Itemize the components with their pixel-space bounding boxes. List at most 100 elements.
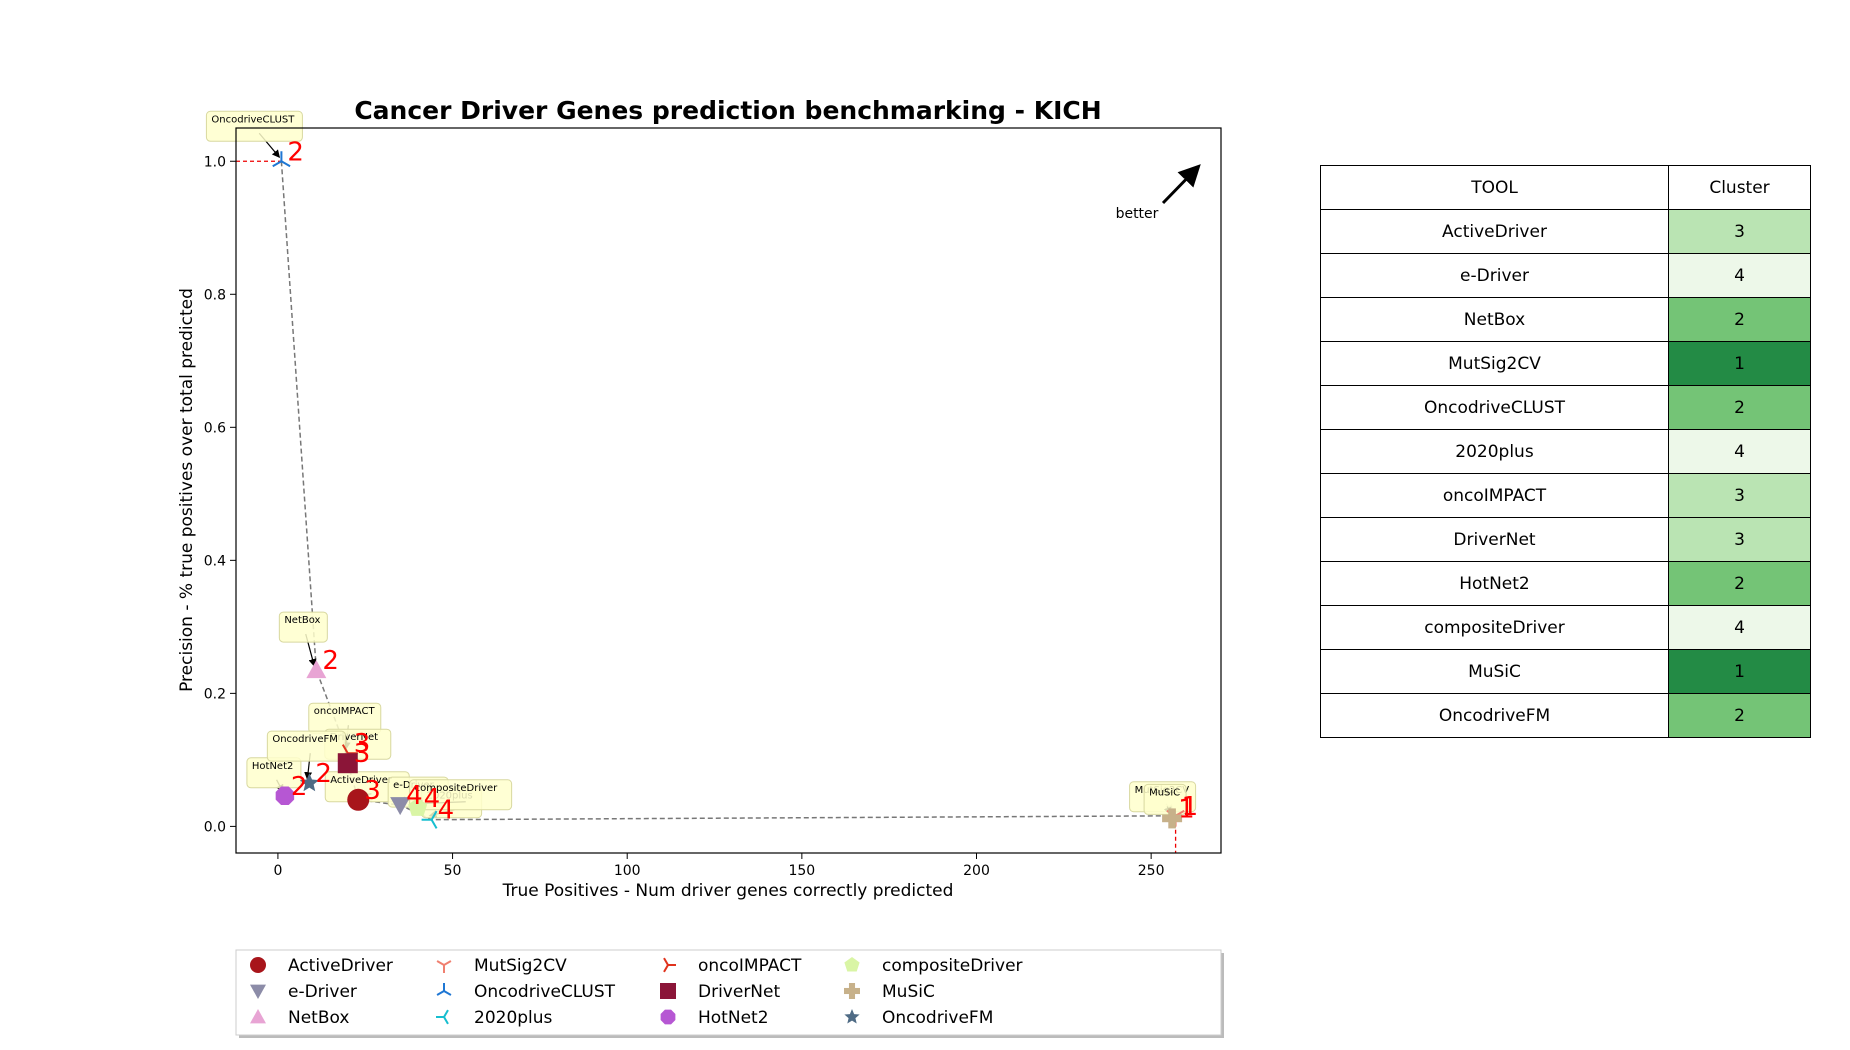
legend-marker-music xyxy=(844,983,860,999)
legend-label: MuSiC xyxy=(882,982,935,1002)
table-cell-tool: OncodriveFM xyxy=(1320,693,1669,738)
legend-item-hotnet2: HotNet2 xyxy=(660,1008,769,1028)
cluster-label-netbox: 2 xyxy=(322,646,339,676)
point-activedriver xyxy=(347,788,370,811)
y-tick-label: 1.0 xyxy=(204,154,226,170)
legend-box xyxy=(235,949,1222,1036)
legend-label: OncodriveFM xyxy=(882,1008,993,1028)
annotation-label: OncodriveFM xyxy=(272,734,338,745)
legend-label: 2020plus xyxy=(474,1008,553,1028)
legend-label: compositeDriver xyxy=(882,956,1023,976)
table-row: HotNet2 2 xyxy=(1320,561,1811,606)
cluster-label-2020plus: 4 xyxy=(438,796,455,826)
legend-item-activedriver: ActiveDriver xyxy=(250,956,393,976)
table-cell-cluster: 1 xyxy=(1668,341,1811,386)
legend-item-netbox: NetBox xyxy=(250,1008,349,1028)
annotation-label: compositeDriver xyxy=(415,783,499,794)
legend-label: ActiveDriver xyxy=(288,956,393,976)
legend-item-music: MuSiC xyxy=(844,982,935,1002)
legend-marker-2020plus xyxy=(436,1009,449,1025)
table-row: 2020plus 4 xyxy=(1320,429,1811,474)
annotation-label: DriverNet xyxy=(330,732,378,743)
cluster-label-oncoimpact: 3 xyxy=(354,729,371,759)
table-header-tool: TOOL xyxy=(1320,165,1669,210)
legend-item-oncoimpact: oncoIMPACT xyxy=(663,956,802,976)
table-row: MuSiC 1 xyxy=(1320,649,1811,694)
table-row: NetBox 2 xyxy=(1320,297,1811,342)
x-tick-label: 50 xyxy=(444,863,462,879)
annotation-label: oncoIMPACT xyxy=(314,706,376,717)
table-cell-tool: NetBox xyxy=(1320,297,1669,342)
legend-marker-oncodrivefm xyxy=(844,1009,860,1024)
point-hotnet2 xyxy=(275,786,295,806)
table-cell-cluster: 4 xyxy=(1668,429,1811,474)
point-compositedriver xyxy=(408,797,428,816)
table-cell-cluster: 3 xyxy=(1668,209,1811,254)
table-cell-cluster: 4 xyxy=(1668,253,1811,298)
table-row: ActiveDriver 3 xyxy=(1320,209,1811,254)
point-drivernet xyxy=(337,753,358,774)
legend-marker-netbox xyxy=(250,1009,266,1024)
annotation-layer: ActiveDrivere-DriverNetBoxMutSig2CVOncod… xyxy=(205,110,1197,819)
table-cell-cluster: 3 xyxy=(1668,473,1811,518)
y-tick-label: 0.0 xyxy=(204,819,226,835)
legend-marker-activedriver xyxy=(250,957,266,973)
legend-item-mutsig2cv: MutSig2CV xyxy=(436,956,567,976)
table-row: compositeDriver 4 xyxy=(1320,605,1811,650)
table-row: DriverNet 3 xyxy=(1320,517,1811,562)
cluster-label-mutsig2cv: 1 xyxy=(1182,792,1199,822)
legend-label: e-Driver xyxy=(288,982,357,1002)
legend-marker-drivernet xyxy=(660,983,676,999)
table-row: OncodriveCLUST 2 xyxy=(1320,385,1811,430)
legend-label: oncoIMPACT xyxy=(698,956,802,976)
cluster-label-drivernet: 3 xyxy=(354,739,371,769)
x-tick-label: 100 xyxy=(614,863,641,879)
x-tick-label: 150 xyxy=(788,863,815,879)
annotation-oncodriveclust: OncodriveCLUST xyxy=(205,110,303,159)
x-tick-label: 250 xyxy=(1138,863,1165,879)
table-cell-tool: e-Driver xyxy=(1320,253,1669,298)
legend-label: NetBox xyxy=(288,1008,349,1028)
y-tick-label: 0.4 xyxy=(204,553,226,569)
table-cell-cluster: 2 xyxy=(1668,385,1811,430)
better-label: better xyxy=(1116,206,1159,222)
point-oncodriveclust xyxy=(272,151,291,168)
better-arrow-icon xyxy=(1161,164,1201,205)
table-cell-cluster: 1 xyxy=(1668,649,1811,694)
table-row: MutSig2CV 1 xyxy=(1320,341,1811,386)
table-cell-cluster: 4 xyxy=(1668,605,1811,650)
point-e-driver xyxy=(390,797,411,816)
point-oncodrivefm xyxy=(299,773,319,792)
y-axis-label: Precision - % true positives over total … xyxy=(177,288,197,692)
y-tick-label: 0.8 xyxy=(204,287,226,303)
table-cell-cluster: 3 xyxy=(1668,517,1811,562)
table-header-row: TOOL Cluster xyxy=(1320,165,1811,210)
legend-marker-mutsig2cv xyxy=(436,960,452,973)
table-header-cluster: Cluster xyxy=(1668,165,1811,210)
cluster-label-hotnet2: 2 xyxy=(291,772,308,802)
y-tick-label: 0.2 xyxy=(204,686,226,702)
cluster-label-activedriver: 3 xyxy=(364,776,381,806)
plot-frame xyxy=(235,127,1222,854)
legend-label: HotNet2 xyxy=(698,1008,769,1028)
table-cell-tool: DriverNet xyxy=(1320,517,1669,562)
benchmark-chart: Cancer Driver Genes prediction benchmark… xyxy=(177,96,1224,1038)
y-tick-label: 0.6 xyxy=(204,420,226,436)
table-cell-cluster: 2 xyxy=(1668,693,1811,738)
annotation-label: OncodriveCLUST xyxy=(211,114,295,125)
better-indicator: better xyxy=(1116,164,1201,222)
table-cell-tool: HotNet2 xyxy=(1320,561,1669,606)
table-cell-tool: OncodriveCLUST xyxy=(1320,385,1669,430)
cluster-label-music: 1 xyxy=(1178,794,1195,824)
legend-label: DriverNet xyxy=(698,982,780,1002)
table-cell-tool: MuSiC xyxy=(1320,649,1669,694)
table-cell-cluster: 2 xyxy=(1668,561,1811,606)
point-music xyxy=(1162,808,1183,829)
legend-item-compositedriver: compositeDriver xyxy=(844,956,1023,976)
annotation-netbox: NetBox xyxy=(278,611,328,668)
cluster-label-oncodriveclust: 2 xyxy=(287,137,304,167)
x-tick-label: 200 xyxy=(963,863,990,879)
legend-item-oncodriveclust: OncodriveCLUST xyxy=(436,982,616,1002)
table-cell-tool: 2020plus xyxy=(1320,429,1669,474)
legend-marker-e-driver xyxy=(250,984,266,999)
